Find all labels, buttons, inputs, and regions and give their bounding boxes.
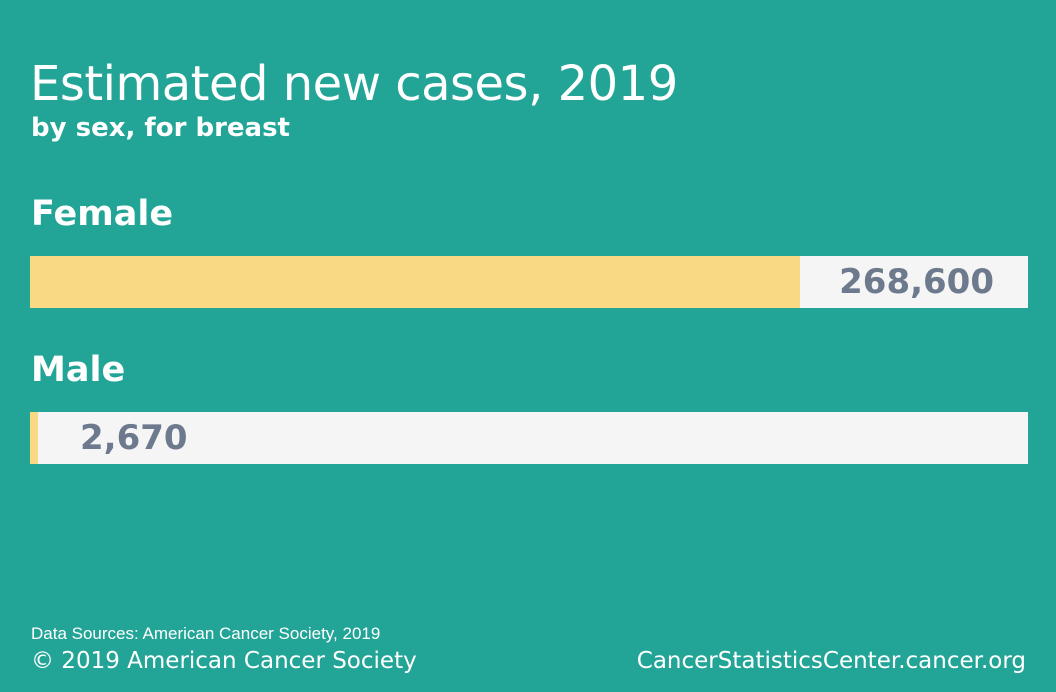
bar-female xyxy=(30,256,800,308)
copyright: © 2019 American Cancer Society xyxy=(31,648,417,674)
data-source: Data Sources: American Cancer Society, 2… xyxy=(31,624,381,643)
value-label-female: 268,600 xyxy=(839,262,994,302)
website-link[interactable]: CancerStatisticsCenter.cancer.org xyxy=(636,648,1026,674)
bar-track-male: 2,670 xyxy=(30,412,1028,464)
chart-title: Estimated new cases, 2019 xyxy=(30,56,678,112)
category-label-male: Male xyxy=(31,350,126,390)
value-label-male: 2,670 xyxy=(80,418,188,458)
bar-track-female: 268,600 xyxy=(30,256,1028,308)
bar-male xyxy=(30,412,38,464)
category-label-female: Female xyxy=(31,194,174,234)
chart-subtitle: by sex, for breast xyxy=(31,113,290,143)
